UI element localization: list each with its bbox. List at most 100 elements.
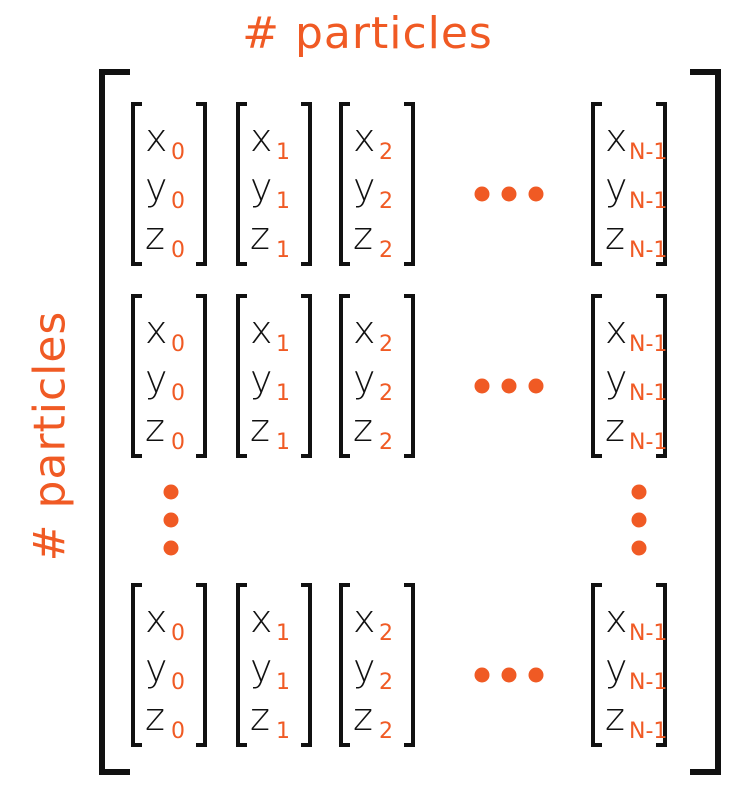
- vector-subscript: 0: [171, 381, 185, 406]
- horizontal-ellipsis-dot: [528, 667, 544, 683]
- vertical-ellipsis-dot: [631, 540, 647, 556]
- vector-bracket-right: [196, 583, 207, 747]
- position-vector: x 2y 2z 2: [339, 294, 415, 458]
- vector-subscript: 0: [171, 430, 185, 455]
- vector-subscript: 0: [171, 140, 185, 165]
- vector-component-y: y: [353, 165, 376, 209]
- vector-subscript: N-1: [629, 381, 667, 406]
- vector-bracket-left: [591, 102, 602, 266]
- vector-subscript: 2: [379, 670, 393, 695]
- outer-bracket-left: [99, 69, 130, 775]
- vector-component-x: x: [145, 116, 168, 160]
- vector-component-z: z: [605, 214, 625, 258]
- vector-bracket-left: [236, 102, 247, 266]
- vector-component-x: x: [250, 597, 273, 641]
- vector-bracket-left: [131, 102, 142, 266]
- vertical-ellipsis-dot: [163, 484, 179, 500]
- vector-bracket-left: [591, 583, 602, 747]
- vector-component-x: x: [145, 308, 168, 352]
- vector-component-y: y: [145, 357, 168, 401]
- vector-component-z: z: [250, 214, 270, 258]
- vector-component-x: x: [353, 597, 376, 641]
- vector-component-z: z: [353, 406, 373, 450]
- vertical-ellipsis-dot: [163, 540, 179, 556]
- vector-subscript: 2: [379, 189, 393, 214]
- vector-component-z: z: [353, 695, 373, 739]
- vector-subscript: 0: [171, 332, 185, 357]
- vector-subscript: N-1: [629, 719, 667, 744]
- vector-component-x: x: [250, 116, 273, 160]
- vector-component-x: x: [145, 597, 168, 641]
- vector-component-z: z: [145, 406, 165, 450]
- vector-bracket-left: [591, 294, 602, 458]
- vertical-ellipsis-dot: [163, 512, 179, 528]
- vector-bracket-left: [131, 294, 142, 458]
- vertical-ellipsis-dot: [631, 512, 647, 528]
- vector-component-z: z: [605, 406, 625, 450]
- vector-subscript: 2: [379, 719, 393, 744]
- position-vector: x 2y 2z 2: [339, 102, 415, 266]
- vector-component-x: x: [605, 308, 628, 352]
- position-vector: x 0y 0z 0: [131, 583, 207, 747]
- vector-subscript: 1: [276, 140, 290, 165]
- top-axis-label: # particles: [242, 8, 493, 59]
- vector-subscript: 2: [379, 381, 393, 406]
- vector-component-y: y: [250, 165, 273, 209]
- position-vector: x 0y 0z 0: [131, 294, 207, 458]
- vector-subscript: 0: [171, 621, 185, 646]
- vector-subscript: 2: [379, 621, 393, 646]
- horizontal-ellipsis-dot: [501, 378, 517, 394]
- vector-subscript: 2: [379, 140, 393, 165]
- vector-subscript: N-1: [629, 430, 667, 455]
- vector-subscript: 1: [276, 381, 290, 406]
- position-vector: x 2y 2z 2: [339, 583, 415, 747]
- vector-subscript: 2: [379, 238, 393, 263]
- horizontal-ellipsis-dot: [501, 667, 517, 683]
- vector-subscript: 1: [276, 719, 290, 744]
- vector-subscript: N-1: [629, 332, 667, 357]
- vector-bracket-right: [196, 102, 207, 266]
- vector-bracket-left: [339, 583, 350, 747]
- vector-bracket-right: [301, 583, 312, 747]
- vector-subscript: 0: [171, 670, 185, 695]
- vector-subscript: N-1: [629, 238, 667, 263]
- vector-component-y: y: [353, 357, 376, 401]
- vector-bracket-right: [301, 294, 312, 458]
- horizontal-ellipsis-dot: [528, 378, 544, 394]
- vector-component-y: y: [353, 646, 376, 690]
- vector-bracket-right: [656, 294, 667, 458]
- vector-component-y: y: [250, 357, 273, 401]
- horizontal-ellipsis-dot: [474, 378, 490, 394]
- vector-component-y: y: [145, 646, 168, 690]
- vector-component-x: x: [605, 597, 628, 641]
- horizontal-ellipsis-dot: [474, 667, 490, 683]
- position-vector: x N-1y N-1z N-1: [591, 583, 667, 747]
- vector-subscript: 1: [276, 332, 290, 357]
- vector-subscript: N-1: [629, 140, 667, 165]
- vector-component-y: y: [605, 646, 628, 690]
- vector-component-x: x: [353, 116, 376, 160]
- vector-subscript: N-1: [629, 621, 667, 646]
- vector-component-z: z: [145, 214, 165, 258]
- vector-component-x: x: [353, 308, 376, 352]
- vector-component-y: y: [605, 357, 628, 401]
- vector-component-z: z: [605, 695, 625, 739]
- vector-subscript: 1: [276, 189, 290, 214]
- vector-component-x: x: [605, 116, 628, 160]
- vector-subscript: 2: [379, 430, 393, 455]
- vector-bracket-left: [339, 102, 350, 266]
- vector-subscript: 1: [276, 621, 290, 646]
- horizontal-ellipsis-dot: [528, 186, 544, 202]
- vector-component-y: y: [250, 646, 273, 690]
- vector-component-z: z: [145, 695, 165, 739]
- vector-component-z: z: [250, 406, 270, 450]
- matrix-cells: x 0y 0z 0x 1y 1z 1x 2y 2z 2x N-1y N-1z N-1x 0y 0z 0x 1y 1…: [131, 102, 667, 747]
- vector-subscript: 0: [171, 719, 185, 744]
- vector-bracket-right: [404, 294, 415, 458]
- vector-subscript: 0: [171, 189, 185, 214]
- position-vector: x 1y 1z 1: [236, 294, 312, 458]
- vector-subscript: N-1: [629, 670, 667, 695]
- position-vector: x N-1y N-1z N-1: [591, 102, 667, 266]
- vector-bracket-right: [656, 583, 667, 747]
